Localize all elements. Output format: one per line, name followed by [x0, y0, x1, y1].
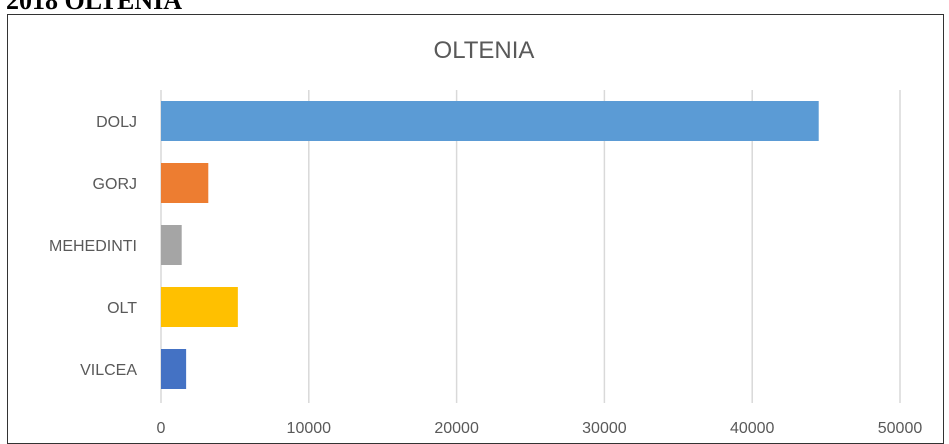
bar-vilcea [161, 349, 187, 389]
x-tick-label: 40000 [730, 420, 775, 437]
category-label-vilcea: VILCEA [80, 362, 137, 379]
x-tick-label: 50000 [878, 420, 923, 437]
category-labels: DOLJ GORJ MEHEDINTI OLT VILCEA [49, 114, 137, 379]
bars [161, 101, 819, 389]
x-tick-label: 20000 [434, 420, 479, 437]
x-tick-label: 0 [157, 420, 166, 437]
bar-dolj [161, 101, 819, 141]
bar-gorj [161, 163, 209, 203]
x-tick-label: 30000 [582, 420, 627, 437]
bar-mehedinti [161, 225, 182, 265]
category-label-dolj: DOLJ [96, 114, 137, 131]
x-tick-label: 10000 [287, 420, 332, 437]
chart-title: OLTENIA [434, 37, 535, 64]
bar-olt [161, 287, 238, 327]
x-tick-labels: 0 10000 20000 30000 40000 50000 [157, 420, 923, 437]
category-label-gorj: GORJ [93, 176, 137, 193]
category-label-olt: OLT [107, 300, 137, 317]
category-label-mehedinti: MEHEDINTI [49, 238, 137, 255]
page-heading: 2018 OLTENIA [6, 0, 183, 15]
